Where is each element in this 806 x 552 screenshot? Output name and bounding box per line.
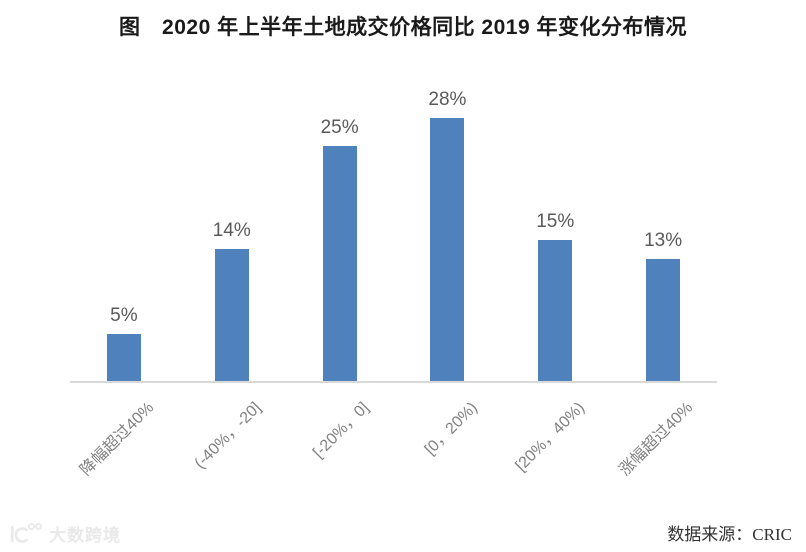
bar-value-label: 15% (536, 211, 575, 232)
x-axis-category-label: [0，20%) (421, 399, 481, 459)
x-axis-category-label: 降幅超过40% (77, 399, 158, 480)
x-axis-line (70, 381, 717, 383)
bar-2 (214, 249, 249, 381)
x-axis-category-label: 涨幅超过40% (616, 399, 697, 480)
bar-value-label: 14% (212, 220, 251, 241)
watermark-logo-icon (10, 522, 44, 546)
bar-value-label: 28% (428, 89, 467, 110)
bar-value-label: 25% (320, 117, 359, 138)
bar-4 (430, 118, 465, 381)
x-axis-category-label: (-40%，-20] (191, 399, 266, 473)
data-source-note: 数据来源：CRIC (667, 525, 792, 544)
bar-value-label: 5% (110, 305, 138, 326)
x-axis-category-label: [20%，40%) (512, 399, 589, 475)
bar-value-label: 13% (644, 230, 683, 251)
x-axis-category-label: [-20%，0] (310, 399, 373, 462)
bar-5 (538, 240, 573, 381)
bar-1 (106, 334, 141, 381)
bar-6 (646, 259, 681, 381)
watermark-text: 大数跨境 (49, 526, 121, 545)
watermark: 大数跨境 (10, 521, 121, 546)
chart-title: 图 2020 年上半年土地成交价格同比 2019 年变化分布情况 (119, 16, 687, 39)
bar-3 (322, 146, 357, 381)
